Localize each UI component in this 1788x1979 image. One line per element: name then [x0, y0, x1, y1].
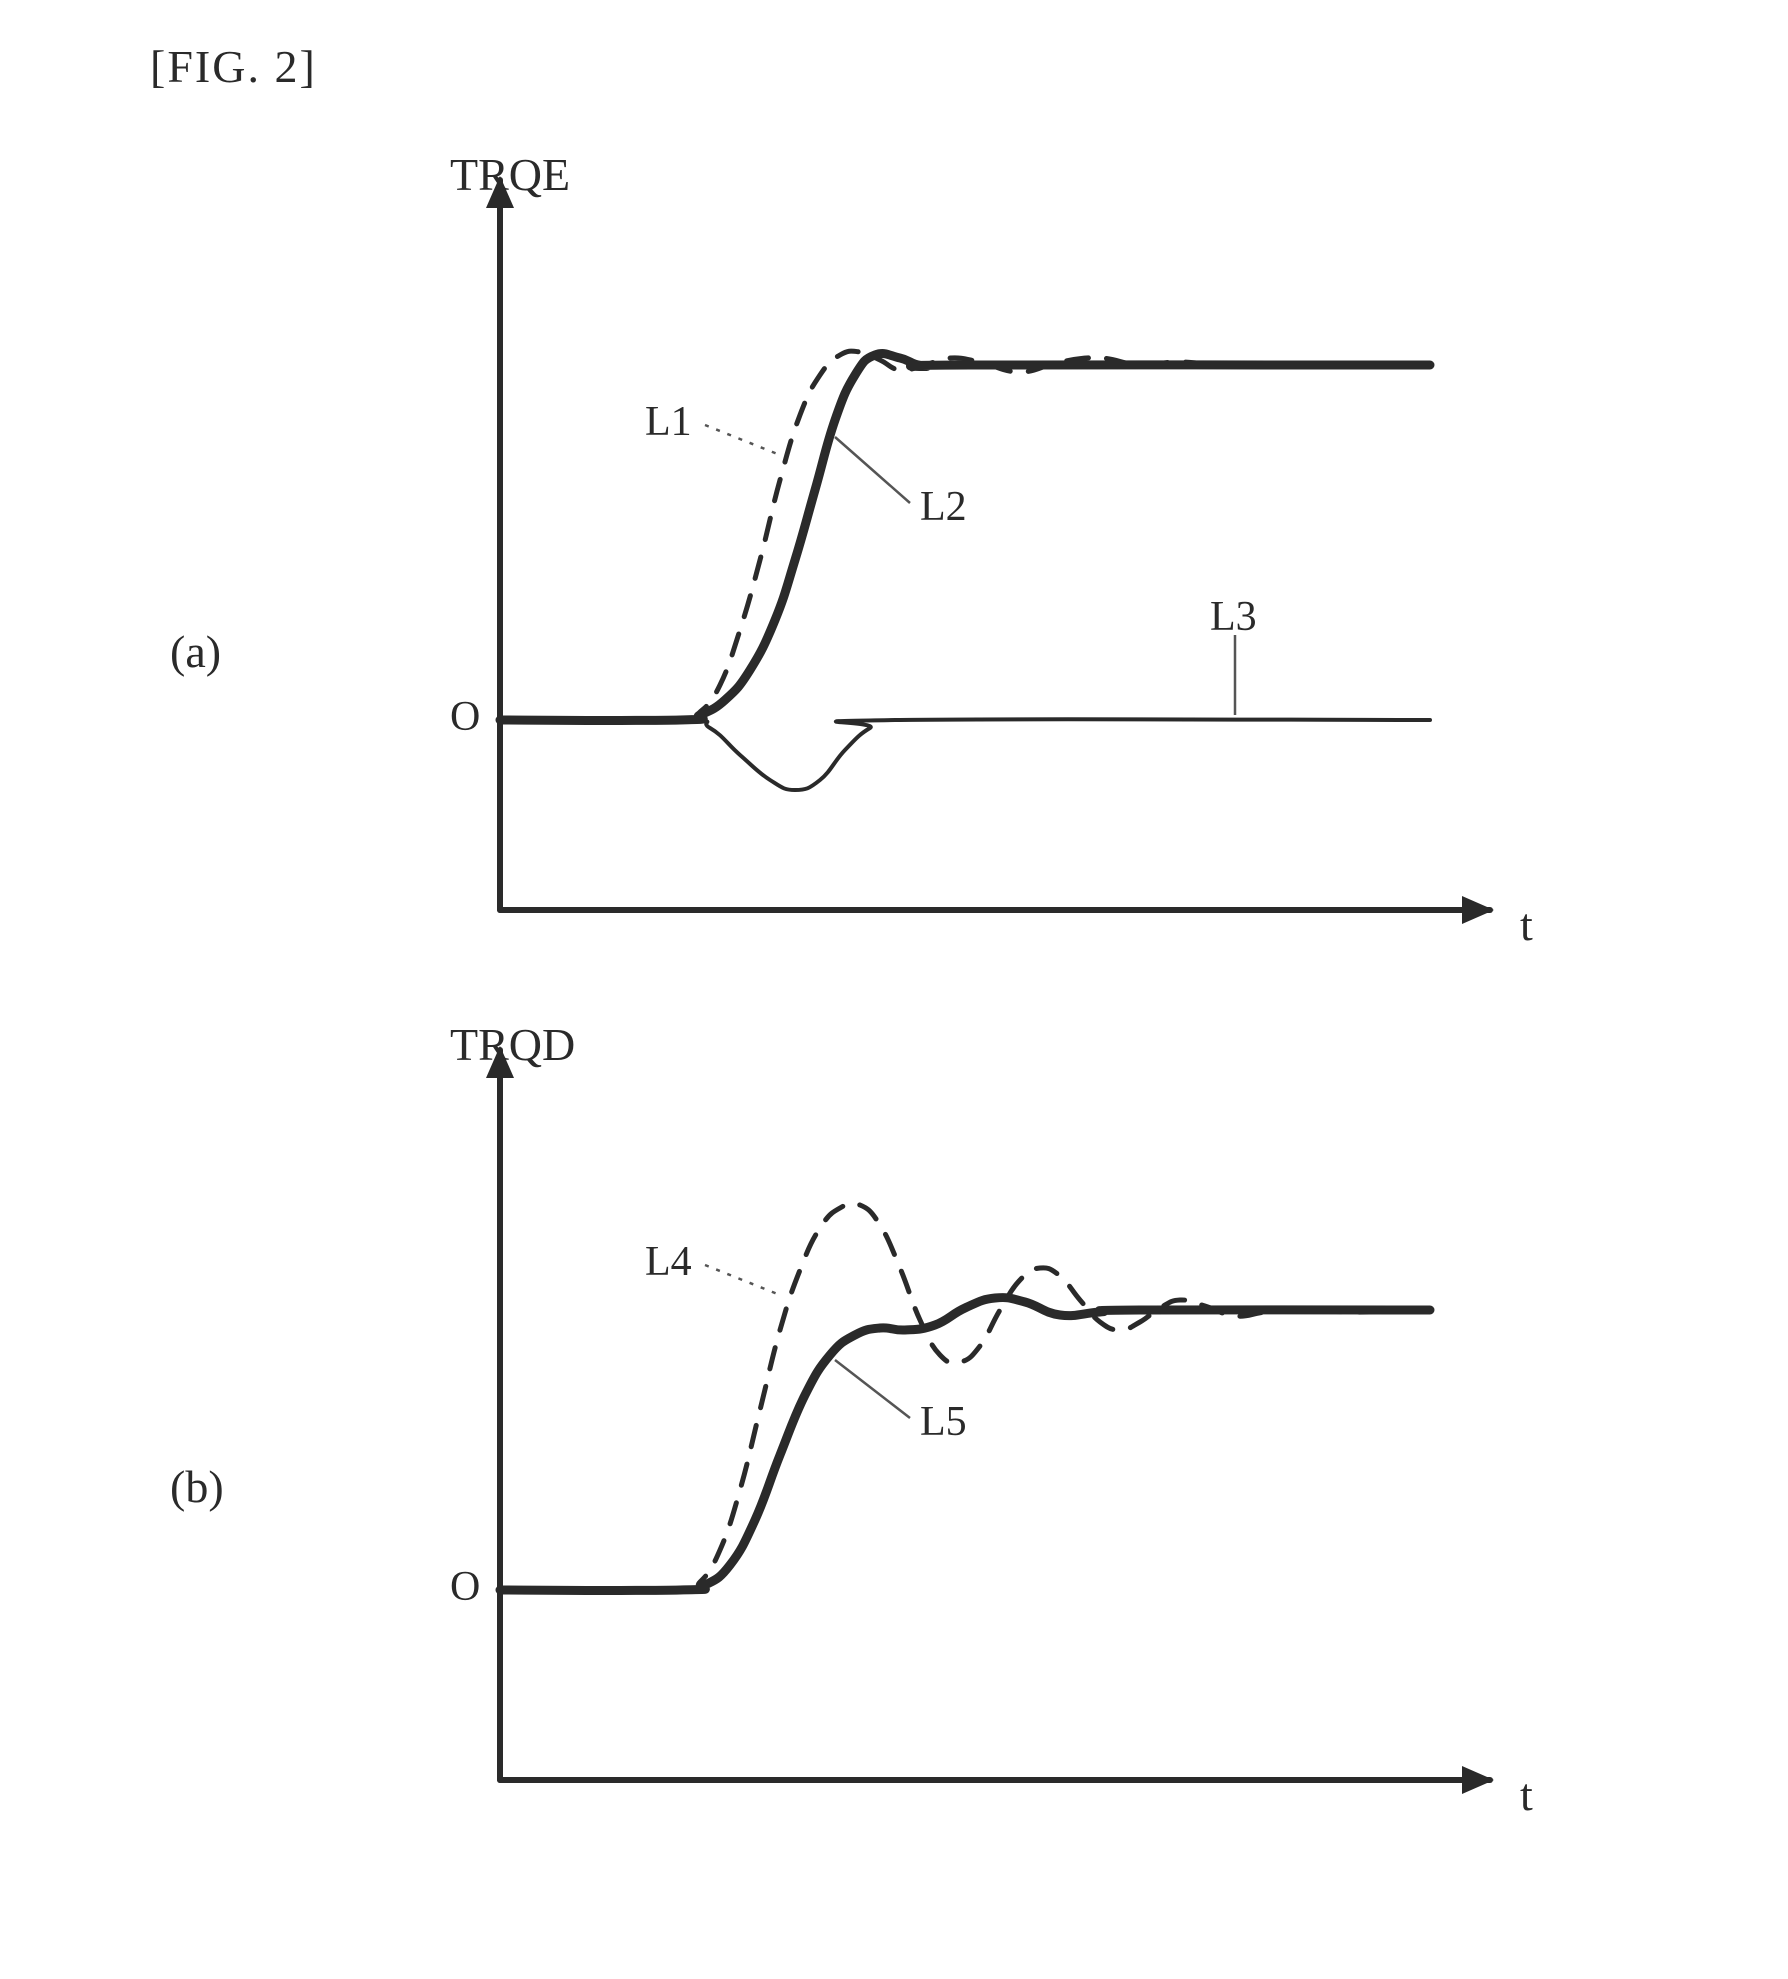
y-axis-label: TRQD [450, 1019, 575, 1070]
label-l3: L3 [1210, 594, 1257, 640]
curve-l4 [500, 1203, 1430, 1591]
label-l1-leader [705, 425, 780, 455]
x-axis-arrow [1462, 896, 1494, 924]
curve-l2 [500, 354, 1430, 721]
label-l2: L2 [920, 484, 967, 530]
label-l5-leader [835, 1360, 910, 1418]
origin-label: O [450, 694, 480, 740]
label-l4: L4 [645, 1239, 692, 1285]
y-axis-label: TRQE [450, 149, 570, 200]
figure-header: [FIG. 2] [150, 40, 317, 93]
x-axis-arrow [1462, 1766, 1494, 1794]
figure-stage: [FIG. 2] (a) TRQE t O L1 L2 L3 (b) TRQD t O L4 L5 [0, 0, 1788, 1979]
label-l2-leader [835, 437, 910, 503]
panel-a-plot: TRQE t O L1 L2 L3 [380, 140, 1580, 970]
curve-l3 [500, 719, 1430, 790]
panel-a-label: (a) [170, 625, 221, 678]
x-axis-label: t [1520, 1769, 1533, 1820]
label-l4-leader [705, 1265, 780, 1295]
x-axis-label: t [1520, 899, 1533, 950]
label-l1: L1 [645, 399, 692, 445]
panel-b-plot: TRQD t O L4 L5 [380, 1010, 1580, 1840]
curve-l1 [500, 351, 1430, 721]
label-l5: L5 [920, 1399, 967, 1445]
origin-label: O [450, 1564, 480, 1610]
panel-b-label: (b) [170, 1460, 224, 1513]
